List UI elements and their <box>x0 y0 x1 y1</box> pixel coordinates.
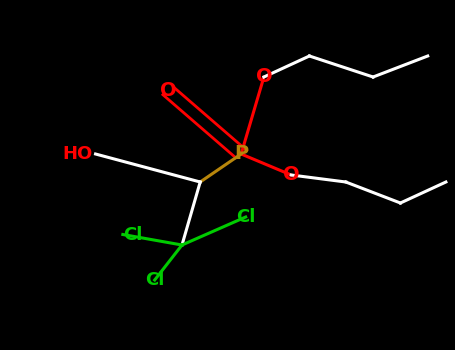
Text: Cl: Cl <box>123 225 142 244</box>
Text: P: P <box>234 145 248 163</box>
Text: HO: HO <box>62 145 92 163</box>
Text: O: O <box>283 166 299 184</box>
Text: O: O <box>160 82 177 100</box>
Text: O: O <box>256 68 272 86</box>
Text: Cl: Cl <box>236 208 255 226</box>
Text: Cl: Cl <box>145 271 164 289</box>
